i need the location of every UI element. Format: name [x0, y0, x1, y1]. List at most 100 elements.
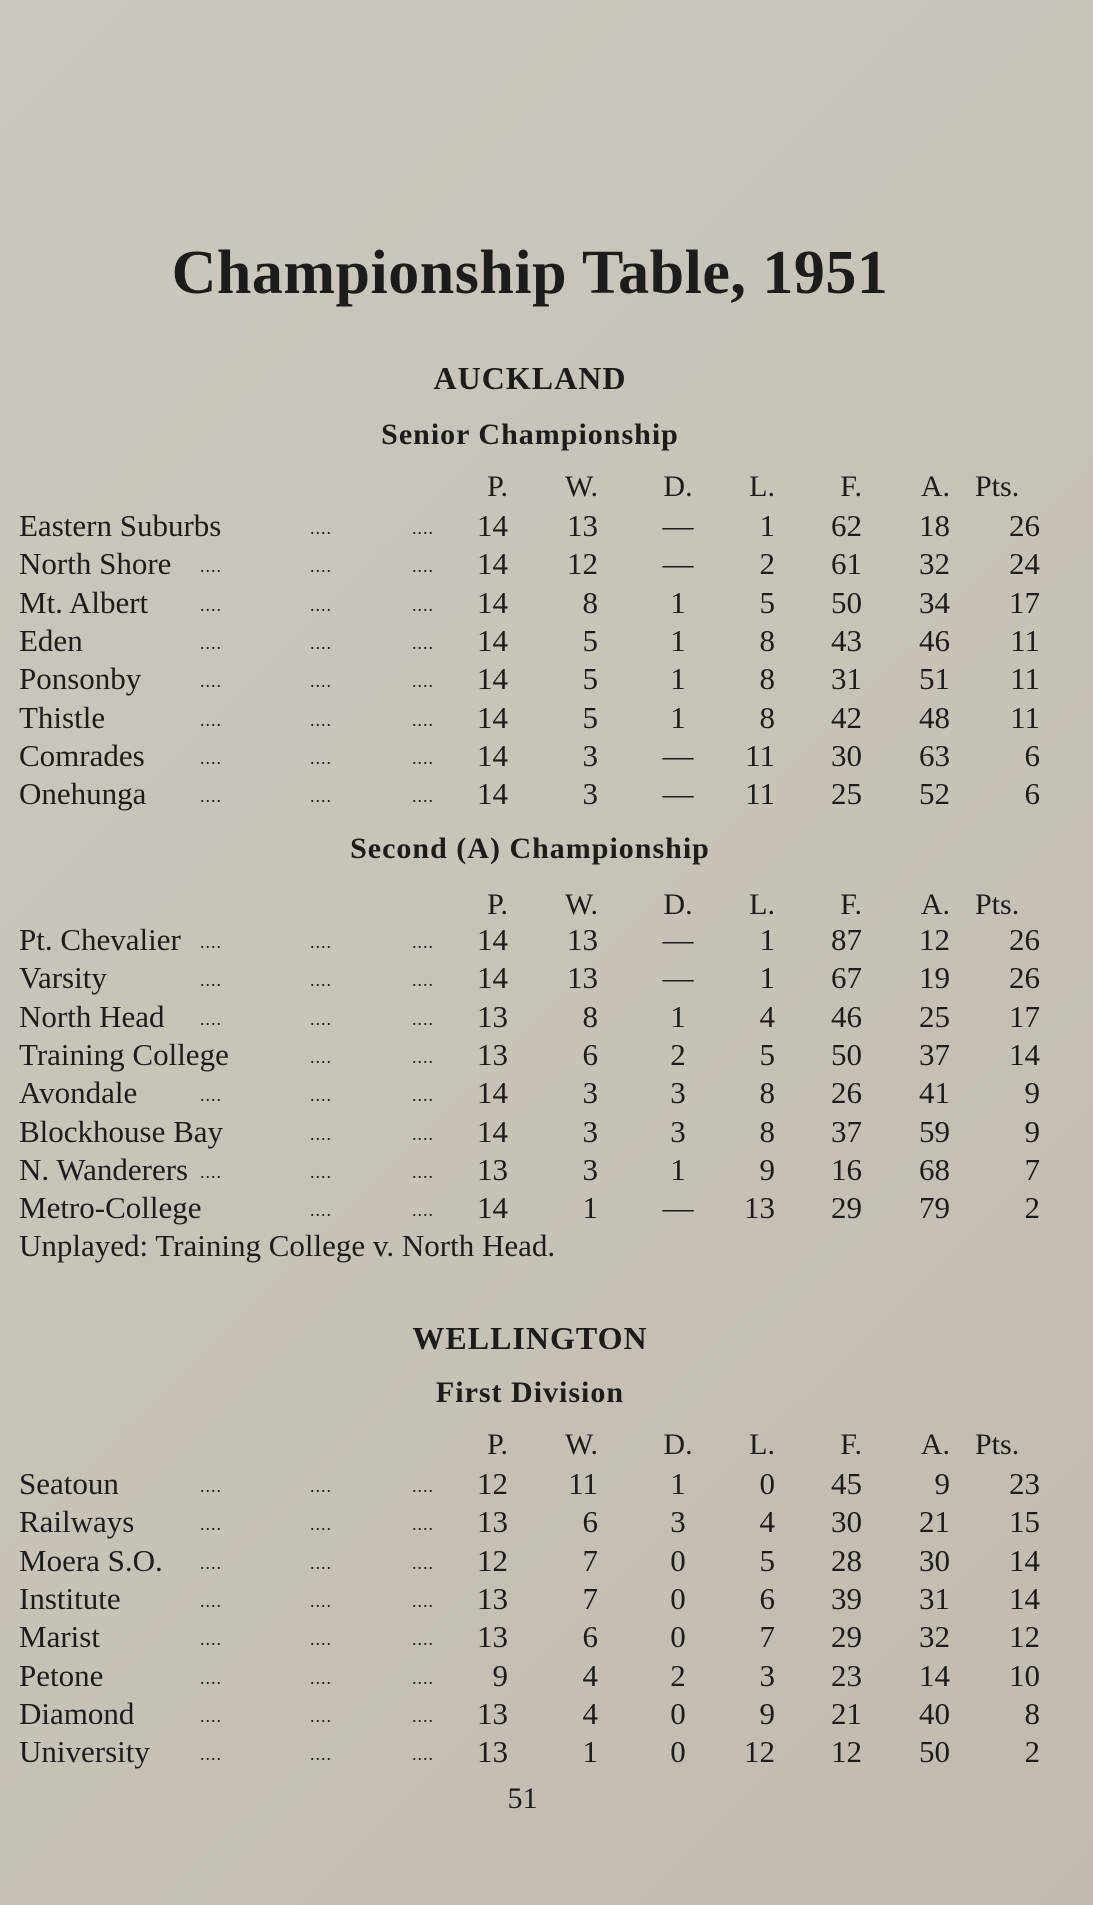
cell: 43: [831, 622, 862, 658]
leader-dots: ....: [412, 1705, 434, 1726]
cell: 1: [759, 508, 776, 543]
column-header: Pts.: [975, 470, 1020, 503]
cell: —: [662, 546, 694, 582]
leader-dots: ....: [310, 709, 332, 730]
cell: 11: [1010, 622, 1040, 658]
cell: 13: [567, 922, 598, 957]
cell: 1: [582, 1190, 599, 1226]
cell: 7: [582, 1580, 599, 1616]
cell: 31: [919, 1580, 950, 1616]
table-row: Pt. Chevalier 14 13 — 1 87 12 26............: [0, 922, 1093, 960]
cell: 21: [919, 1504, 950, 1540]
cell: 14: [1009, 1542, 1040, 1578]
cell: 13: [744, 1190, 775, 1226]
cell: 59: [919, 1113, 950, 1149]
leader-dots: ....: [310, 1590, 332, 1611]
leader-dots: ....: [310, 671, 332, 692]
cell: 17: [1009, 998, 1040, 1034]
table-row: Mt. Albert 14 8 1 5 50 34 17............: [0, 585, 1093, 623]
cell: 37: [919, 1036, 950, 1072]
cell: 2: [759, 546, 776, 582]
leader-dots: ....: [200, 786, 222, 807]
cell: 48: [919, 699, 950, 735]
table-row: Avondale 14 3 3 8 26 41 9............: [0, 1075, 1093, 1113]
team-name: Petone: [19, 1657, 104, 1693]
cell: 11: [1010, 699, 1040, 735]
column-header: W.: [564, 470, 598, 503]
cell: 3: [670, 1504, 686, 1540]
team-name: Institute: [19, 1580, 121, 1616]
cell: 14: [919, 1657, 950, 1693]
column-header: D.: [663, 888, 693, 921]
cell: 2: [1024, 1190, 1041, 1226]
division-heading: First Division: [435, 1376, 625, 1409]
cell: 42: [831, 699, 862, 735]
cell: 14: [477, 922, 508, 957]
cell: 6: [582, 1619, 599, 1655]
column-header: Pts.: [975, 1428, 1020, 1461]
cell: 16: [831, 1151, 862, 1187]
cell: 12: [477, 1542, 508, 1578]
cell: 18: [919, 508, 950, 543]
cell: 14: [1009, 1580, 1040, 1616]
cell: 1: [670, 699, 686, 735]
team-name: Training College: [19, 1036, 229, 1072]
cell: 8: [759, 622, 776, 658]
cell: 1: [759, 922, 776, 957]
cell: 1: [759, 960, 776, 996]
leader-dots: ....: [412, 932, 434, 952]
cell: 26: [1009, 960, 1040, 996]
team-name: North Shore: [19, 546, 172, 582]
cell: 3: [670, 1075, 686, 1111]
leader-dots: ....: [412, 1123, 434, 1144]
leader-dots: ....: [310, 1514, 332, 1535]
cell: 8: [1024, 1695, 1041, 1731]
leader-dots: ....: [200, 747, 222, 768]
cell: 5: [582, 661, 599, 697]
cell: 26: [1009, 922, 1040, 957]
cell: 3: [582, 1075, 599, 1111]
team-name: Thistle: [19, 699, 106, 735]
cell: —: [662, 737, 694, 773]
leader-dots: ....: [310, 632, 332, 653]
cell: 3: [582, 737, 599, 773]
cell: 62: [831, 508, 862, 543]
leader-dots: ....: [412, 1008, 434, 1029]
leader-dots: ....: [310, 1046, 332, 1067]
team-name: Avondale: [19, 1075, 138, 1111]
leader-dots: ....: [310, 1008, 332, 1029]
region-heading: AUCKLAND: [433, 360, 627, 396]
team-name: Marist: [19, 1619, 100, 1655]
leader-dots: ....: [310, 1667, 332, 1688]
column-header: L.: [749, 470, 775, 503]
cell: 7: [582, 1542, 599, 1578]
leader-dots: ....: [412, 786, 434, 807]
cell: 12: [744, 1734, 775, 1770]
cell: 8: [759, 1075, 776, 1111]
leader-dots: ....: [412, 1200, 434, 1221]
leader-dots: ....: [412, 970, 434, 991]
leader-dots: ....: [310, 1200, 332, 1221]
cell: 45: [831, 1466, 862, 1501]
table-row: North Head 13 8 1 4 46 25 17............: [0, 999, 1093, 1037]
cell: 12: [567, 546, 598, 582]
leader-dots: ....: [310, 786, 332, 807]
cell: 25: [831, 776, 862, 812]
table-header-row: P. W. D. L. F. A. Pts.: [0, 1428, 1093, 1466]
table-row: Training College 13 6 2 5 50 37 14........: [0, 1037, 1093, 1075]
cell: 63: [919, 737, 950, 773]
cell: 0: [759, 1466, 776, 1501]
team-name: Moera S.O.: [19, 1542, 163, 1578]
cell: 8: [759, 661, 776, 697]
leader-dots: ....: [200, 1552, 222, 1573]
leader-dots: ....: [412, 1161, 434, 1182]
team-name: North Head: [19, 998, 165, 1034]
team-name: Diamond: [19, 1695, 135, 1731]
cell: 39: [831, 1580, 862, 1616]
leader-dots: ....: [310, 1085, 332, 1106]
cell: 8: [759, 699, 776, 735]
cell: 14: [1009, 1036, 1040, 1072]
leader-dots: ....: [412, 1476, 434, 1496]
cell: 14: [477, 546, 508, 582]
cell: 41: [919, 1075, 950, 1111]
